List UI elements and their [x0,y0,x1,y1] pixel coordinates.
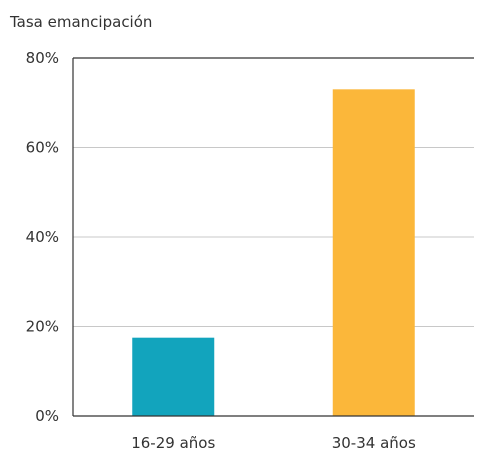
y-tick-label: 80% [26,49,59,67]
bar-2 [332,89,415,416]
axes [72,57,474,417]
x-tick-label: 16-29 años [131,434,215,450]
x-tick-label: 30-34 años [332,434,416,450]
bar-1 [132,337,215,416]
y-tick-label: 20% [26,318,59,336]
y-tick-label: 40% [26,228,59,246]
y-tick-label: 0% [35,407,59,425]
y-tick-labels: 0% 20% 40% 60% 80% [26,49,59,425]
y-axis-title: Tasa emancipación [9,13,152,31]
bars [132,89,415,416]
x-tick-labels: 16-29 años 30-34 años [131,434,416,450]
y-tick-label: 60% [26,139,59,157]
